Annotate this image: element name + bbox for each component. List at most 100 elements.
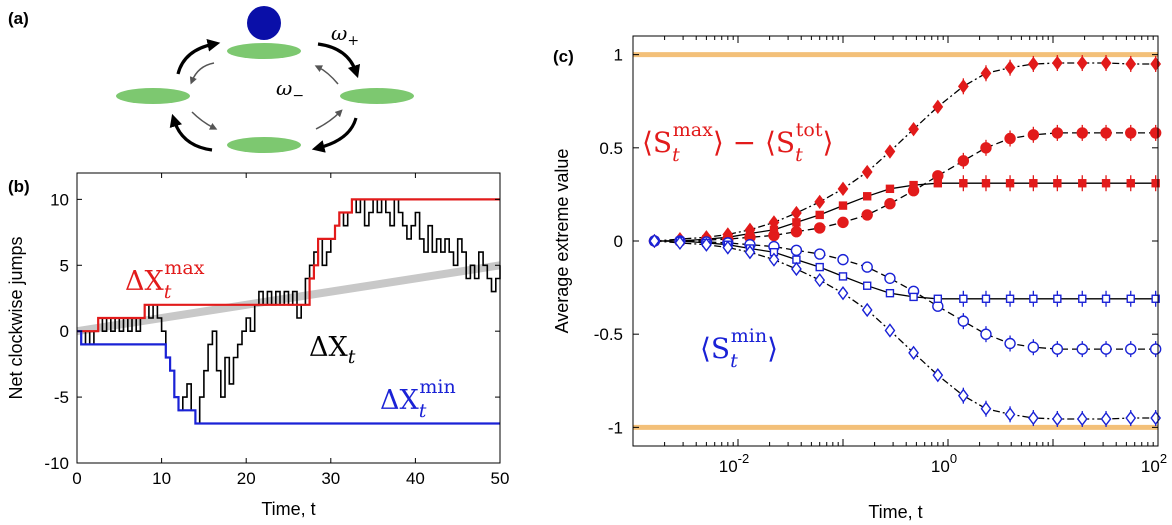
filled-diamond-marker <box>1125 56 1137 72</box>
filled-circle-marker <box>1004 132 1016 145</box>
filled-diamond-marker <box>837 181 849 196</box>
x-tick-label: 102 <box>1141 451 1167 476</box>
filled-circle-marker <box>1027 129 1040 141</box>
site-bottom <box>227 137 301 153</box>
open-diamond-marker <box>1125 410 1137 426</box>
open-square-marker <box>1053 294 1062 303</box>
rate-plus-label: ω+ <box>331 21 359 49</box>
open-circle-marker <box>1149 343 1162 355</box>
smax-minus-stot-annotation: ⟨Stmax⟩ − ⟨Sttot⟩ <box>642 119 833 166</box>
panel-b-plot-area <box>76 198 501 425</box>
open-diamond-marker <box>932 368 944 383</box>
filled-circle-marker <box>861 209 873 221</box>
panel-b-axes: 0 10 20 30 40 50 -10 -5 0 5 10 Time, t Net clockwise… <box>6 172 510 519</box>
open-diamond-marker <box>674 235 686 251</box>
filled-diamond-marker <box>1051 55 1063 71</box>
panel-b-label: (b) <box>8 177 30 196</box>
open-square-marker <box>838 272 848 281</box>
y-tick-label: -5 <box>54 388 69 407</box>
filled-square-marker <box>1078 179 1087 188</box>
fit-curve-circle <box>654 132 1156 242</box>
filled-square-marker <box>815 210 824 220</box>
open-diamond-marker <box>744 245 756 260</box>
site-right <box>340 88 414 104</box>
panel-a-label: (a) <box>8 9 29 28</box>
fit-curve-diamond <box>654 240 1156 420</box>
open-diamond-marker <box>1027 410 1039 426</box>
filled-diamond-marker <box>932 99 944 114</box>
arrow-clockwise-bottom-right <box>311 117 358 153</box>
open-circle-marker <box>837 253 849 266</box>
arrow-clockwise-bottom-left <box>169 113 213 152</box>
filled-circle-marker <box>1125 127 1137 139</box>
filled-diamond-marker <box>1004 60 1016 75</box>
open-circle-marker <box>790 244 803 257</box>
y-tick-label: 0 <box>614 232 623 251</box>
open-diamond-marker <box>1076 411 1088 427</box>
open-diamond-marker <box>768 252 780 267</box>
open-diamond-marker <box>908 345 919 360</box>
open-diamond-marker <box>1004 407 1016 422</box>
filled-square-marker <box>1126 179 1135 188</box>
filled-circle-marker <box>790 225 803 238</box>
arrow-anticlockwise-top-left <box>189 62 215 85</box>
open-square-marker <box>1126 294 1135 303</box>
open-diamond-marker <box>1150 410 1162 426</box>
fit-curve-diamond <box>654 62 1156 242</box>
x-tick-label: 40 <box>406 469 425 488</box>
open-square-marker <box>1101 294 1111 303</box>
open-diamond-marker <box>884 323 896 338</box>
open-circle-marker <box>814 248 826 260</box>
open-square-marker <box>933 294 943 303</box>
x-tick-label: 30 <box>321 469 340 488</box>
x-tick-label: 10-2 <box>719 451 749 476</box>
filled-diamond-marker <box>814 194 826 210</box>
x-axis-label: Time, t <box>261 499 315 519</box>
arrow-anticlockwise-top-right <box>314 65 339 85</box>
filled-square-marker <box>769 225 779 235</box>
fit-curve-square <box>654 240 1156 300</box>
filled-square-marker <box>862 192 872 201</box>
open-square-marker <box>1029 294 1038 303</box>
open-diamond-marker <box>701 237 712 252</box>
filled-circle-marker <box>957 155 970 167</box>
filled-square-marker <box>1029 179 1038 188</box>
filled-circle-marker <box>814 222 826 234</box>
open-circle-marker <box>884 272 896 284</box>
filled-circle-marker <box>980 142 992 154</box>
particle <box>247 6 281 40</box>
x-tick-label: 20 <box>237 469 256 488</box>
filled-circle-marker <box>1149 127 1162 139</box>
fit-curve-square <box>654 182 1156 242</box>
filled-square-marker <box>838 201 848 210</box>
x-annotation: ΔXt <box>309 332 356 368</box>
panel-c: (c) 10-2 100 102 -1 -0.5 0 0.5 1 Time, t Average … <box>552 35 1167 522</box>
panel-c-plot-area <box>633 52 1162 430</box>
filled-circle-marker <box>837 216 849 229</box>
y-tick-label: 0.5 <box>599 139 623 158</box>
x-tick-label: 100 <box>931 451 957 476</box>
open-square-marker <box>885 288 895 298</box>
open-square-marker <box>1078 294 1087 303</box>
filled-square-marker <box>959 179 968 188</box>
y-tick-label: -0.5 <box>594 325 623 344</box>
y-tick-label: -1 <box>608 418 623 437</box>
filled-diamond-marker <box>1027 56 1039 72</box>
open-diamond-marker <box>791 261 802 277</box>
filled-square-marker <box>909 180 918 190</box>
x-tick-label: 0 <box>72 469 81 488</box>
open-diamond-marker <box>814 272 826 288</box>
y-tick-label: 0 <box>60 322 69 341</box>
open-circle-marker <box>861 261 873 273</box>
filled-circle-marker <box>1100 127 1112 139</box>
x-tick-label: 50 <box>491 469 510 488</box>
open-square-marker <box>1151 294 1160 303</box>
open-square-marker <box>815 262 824 272</box>
filled-circle-marker <box>1076 127 1088 139</box>
open-square-marker <box>959 294 968 303</box>
panel-c-label: (c) <box>553 47 574 66</box>
y-axis-label: Net clockwise jumps <box>6 236 26 399</box>
filled-circle-marker <box>884 198 896 210</box>
y-tick-label: 5 <box>60 256 69 275</box>
